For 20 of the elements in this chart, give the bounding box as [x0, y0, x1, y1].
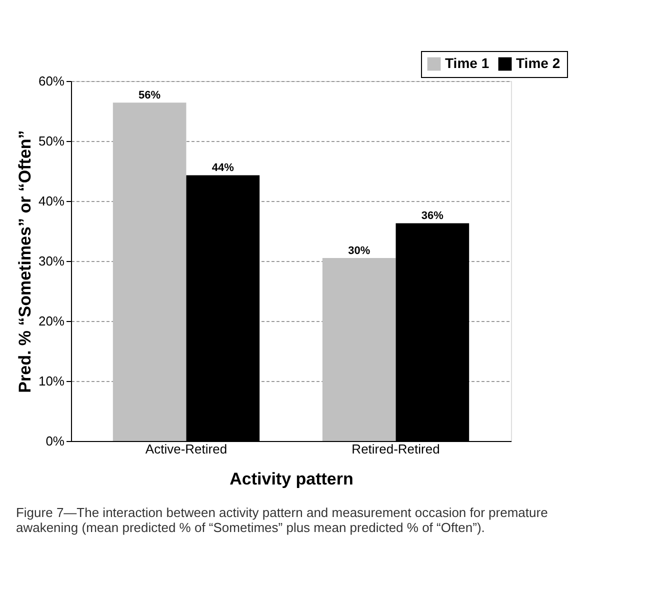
y-tick-label: 40% — [38, 194, 65, 208]
data-label: 30% — [348, 245, 370, 257]
legend-label: Time 1 — [445, 55, 490, 71]
y-tick-label: 0% — [46, 434, 65, 448]
y-tick-label: 30% — [38, 254, 65, 268]
y-axis-title: Pred. % “Sometimes” or “Often” — [15, 130, 34, 393]
y-tick-label: 60% — [38, 74, 65, 88]
y-tick-label: 20% — [38, 314, 65, 328]
x-axis-title: Activity pattern — [230, 470, 354, 488]
x-tick-label: Retired-Retired — [352, 442, 440, 456]
caption: Figure 7—The interaction between activity pattern and measurement occasion for premature awakening (mean predicted % of “Sometimes” plus mean predicted % of “Often”). — [16, 505, 548, 535]
y-tick-label: 50% — [38, 134, 65, 148]
bar — [112, 102, 186, 441]
data-label: 44% — [212, 162, 234, 174]
bar — [322, 258, 396, 441]
y-tick-label: 10% — [38, 374, 65, 388]
data-label: 36% — [421, 210, 444, 222]
data-label: 56% — [138, 90, 161, 102]
x-tick-label: Active-Retired — [145, 442, 228, 456]
legend-label: Time 2 — [516, 55, 560, 71]
